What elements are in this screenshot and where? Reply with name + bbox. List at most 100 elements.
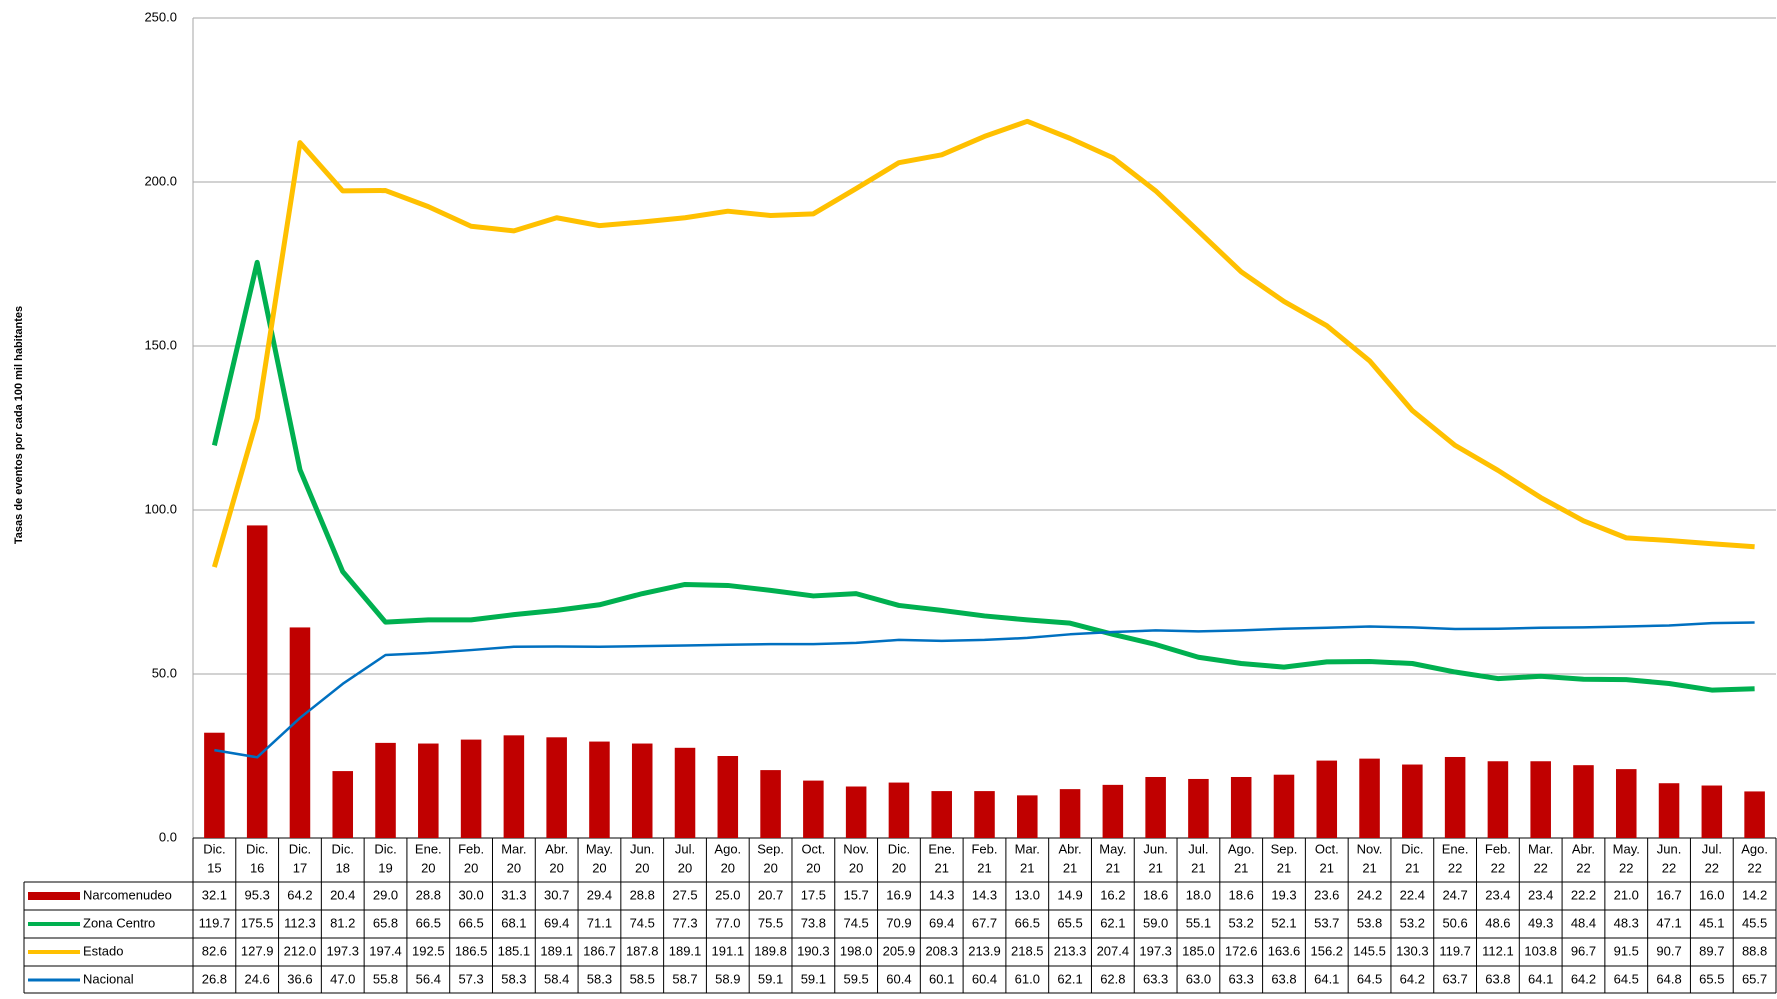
- table-value: 55.8: [373, 971, 398, 986]
- table-value: 58.4: [544, 971, 569, 986]
- table-value: 212.0: [284, 943, 317, 958]
- table-value: 90.7: [1656, 943, 1681, 958]
- table-value: 156.2: [1310, 943, 1343, 958]
- x-tick-label: 21: [977, 860, 991, 875]
- x-tick-label: Dic.: [888, 841, 910, 856]
- table-value: 57.3: [458, 971, 483, 986]
- table-value: 192.5: [412, 943, 445, 958]
- x-tick-label: Jun.: [1143, 841, 1168, 856]
- table-value: 20.4: [330, 887, 355, 902]
- x-tick-label: 20: [721, 860, 735, 875]
- y-tick-label: 0.0: [159, 829, 177, 844]
- x-tick-label: Nov.: [1357, 841, 1383, 856]
- x-tick-label: 21: [934, 860, 948, 875]
- table-value: 25.0: [715, 887, 740, 902]
- x-tick-label: Dic.: [246, 841, 268, 856]
- table-value: 16.0: [1699, 887, 1724, 902]
- table-value: 32.1: [202, 887, 227, 902]
- x-tick-label: Dic.: [289, 841, 311, 856]
- table-value: 61.0: [1015, 971, 1040, 986]
- table-value: 95.3: [245, 887, 270, 902]
- x-tick-label: 22: [1491, 860, 1505, 875]
- table-value: 66.5: [458, 915, 483, 930]
- bar: [460, 739, 482, 838]
- x-tick-label: 20: [464, 860, 478, 875]
- bar: [931, 791, 952, 838]
- table-value: 64.1: [1314, 971, 1339, 986]
- x-tick-label: 22: [1662, 860, 1676, 875]
- table-value: 63.7: [1442, 971, 1467, 986]
- table-value: 63.3: [1143, 971, 1168, 986]
- table-value: 16.7: [1656, 887, 1681, 902]
- table-value: 21.0: [1614, 887, 1639, 902]
- table-value: 53.8: [1357, 915, 1382, 930]
- x-tick-label: 21: [1234, 860, 1248, 875]
- table-value: 189.1: [540, 943, 573, 958]
- table-value: 19.3: [1271, 887, 1296, 902]
- x-tick-label: Oct.: [1315, 841, 1339, 856]
- bar: [1230, 776, 1252, 838]
- table-value: 59.1: [758, 971, 783, 986]
- table-value: 64.1: [1528, 971, 1553, 986]
- x-tick-label: 20: [892, 860, 906, 875]
- x-tick-label: Feb.: [1485, 841, 1511, 856]
- x-tick-label: Feb.: [458, 841, 484, 856]
- bar: [1017, 795, 1038, 838]
- table-value: 64.5: [1357, 971, 1382, 986]
- table-value: 60.1: [929, 971, 954, 986]
- table-value: 75.5: [758, 915, 783, 930]
- x-tick-label: 21: [1063, 860, 1077, 875]
- bar: [1444, 756, 1466, 838]
- table-value: 77.0: [715, 915, 740, 930]
- table-value: 58.7: [672, 971, 697, 986]
- bar: [246, 525, 268, 838]
- bar: [332, 771, 354, 838]
- x-tick-label: Feb.: [971, 841, 997, 856]
- x-tick-label: Ago.: [714, 841, 741, 856]
- x-tick-label: Jul.: [1702, 841, 1722, 856]
- table-value: 29.4: [587, 887, 612, 902]
- bar: [1273, 774, 1295, 838]
- table-value: 58.5: [630, 971, 655, 986]
- bar: [631, 743, 653, 838]
- table-value: 48.6: [1485, 915, 1510, 930]
- bar: [418, 743, 439, 838]
- x-tick-label: 22: [1576, 860, 1590, 875]
- bar: [674, 747, 696, 838]
- x-tick-label: Ene.: [1442, 841, 1469, 856]
- bar: [589, 741, 610, 838]
- x-tick-label: Sep.: [1271, 841, 1298, 856]
- x-tick-label: 20: [806, 860, 820, 875]
- table-value: 70.9: [886, 915, 911, 930]
- table-value: 23.4: [1528, 887, 1553, 902]
- table-value: 18.6: [1229, 887, 1254, 902]
- table-value: 103.8: [1524, 943, 1557, 958]
- table-value: 63.8: [1485, 971, 1510, 986]
- legend-swatch: [28, 892, 80, 900]
- table-value: 31.3: [501, 887, 526, 902]
- table-value: 55.1: [1186, 915, 1211, 930]
- table-value: 16.2: [1100, 887, 1125, 902]
- table-value: 16.9: [886, 887, 911, 902]
- x-tick-label: Jul.: [1188, 841, 1208, 856]
- x-tick-label: May.: [1613, 841, 1640, 856]
- bar: [888, 782, 910, 838]
- table-value: 74.5: [630, 915, 655, 930]
- table-value: 50.6: [1442, 915, 1467, 930]
- table-value: 53.7: [1314, 915, 1339, 930]
- bar: [375, 742, 396, 838]
- bar: [503, 735, 525, 838]
- table-value: 24.2: [1357, 887, 1382, 902]
- table-value: 163.6: [1268, 943, 1301, 958]
- table-value: 65.7: [1742, 971, 1767, 986]
- legend-label: Estado: [83, 943, 123, 958]
- line: [214, 621, 1755, 759]
- table-value: 69.4: [544, 915, 569, 930]
- table-value: 208.3: [925, 943, 958, 958]
- x-tick-label: 21: [1191, 860, 1205, 875]
- table-value: 130.3: [1396, 943, 1429, 958]
- x-tick-label: Jun.: [630, 841, 655, 856]
- table-value: 59.1: [801, 971, 826, 986]
- x-tick-label: 17: [293, 860, 307, 875]
- table-value: 53.2: [1400, 915, 1425, 930]
